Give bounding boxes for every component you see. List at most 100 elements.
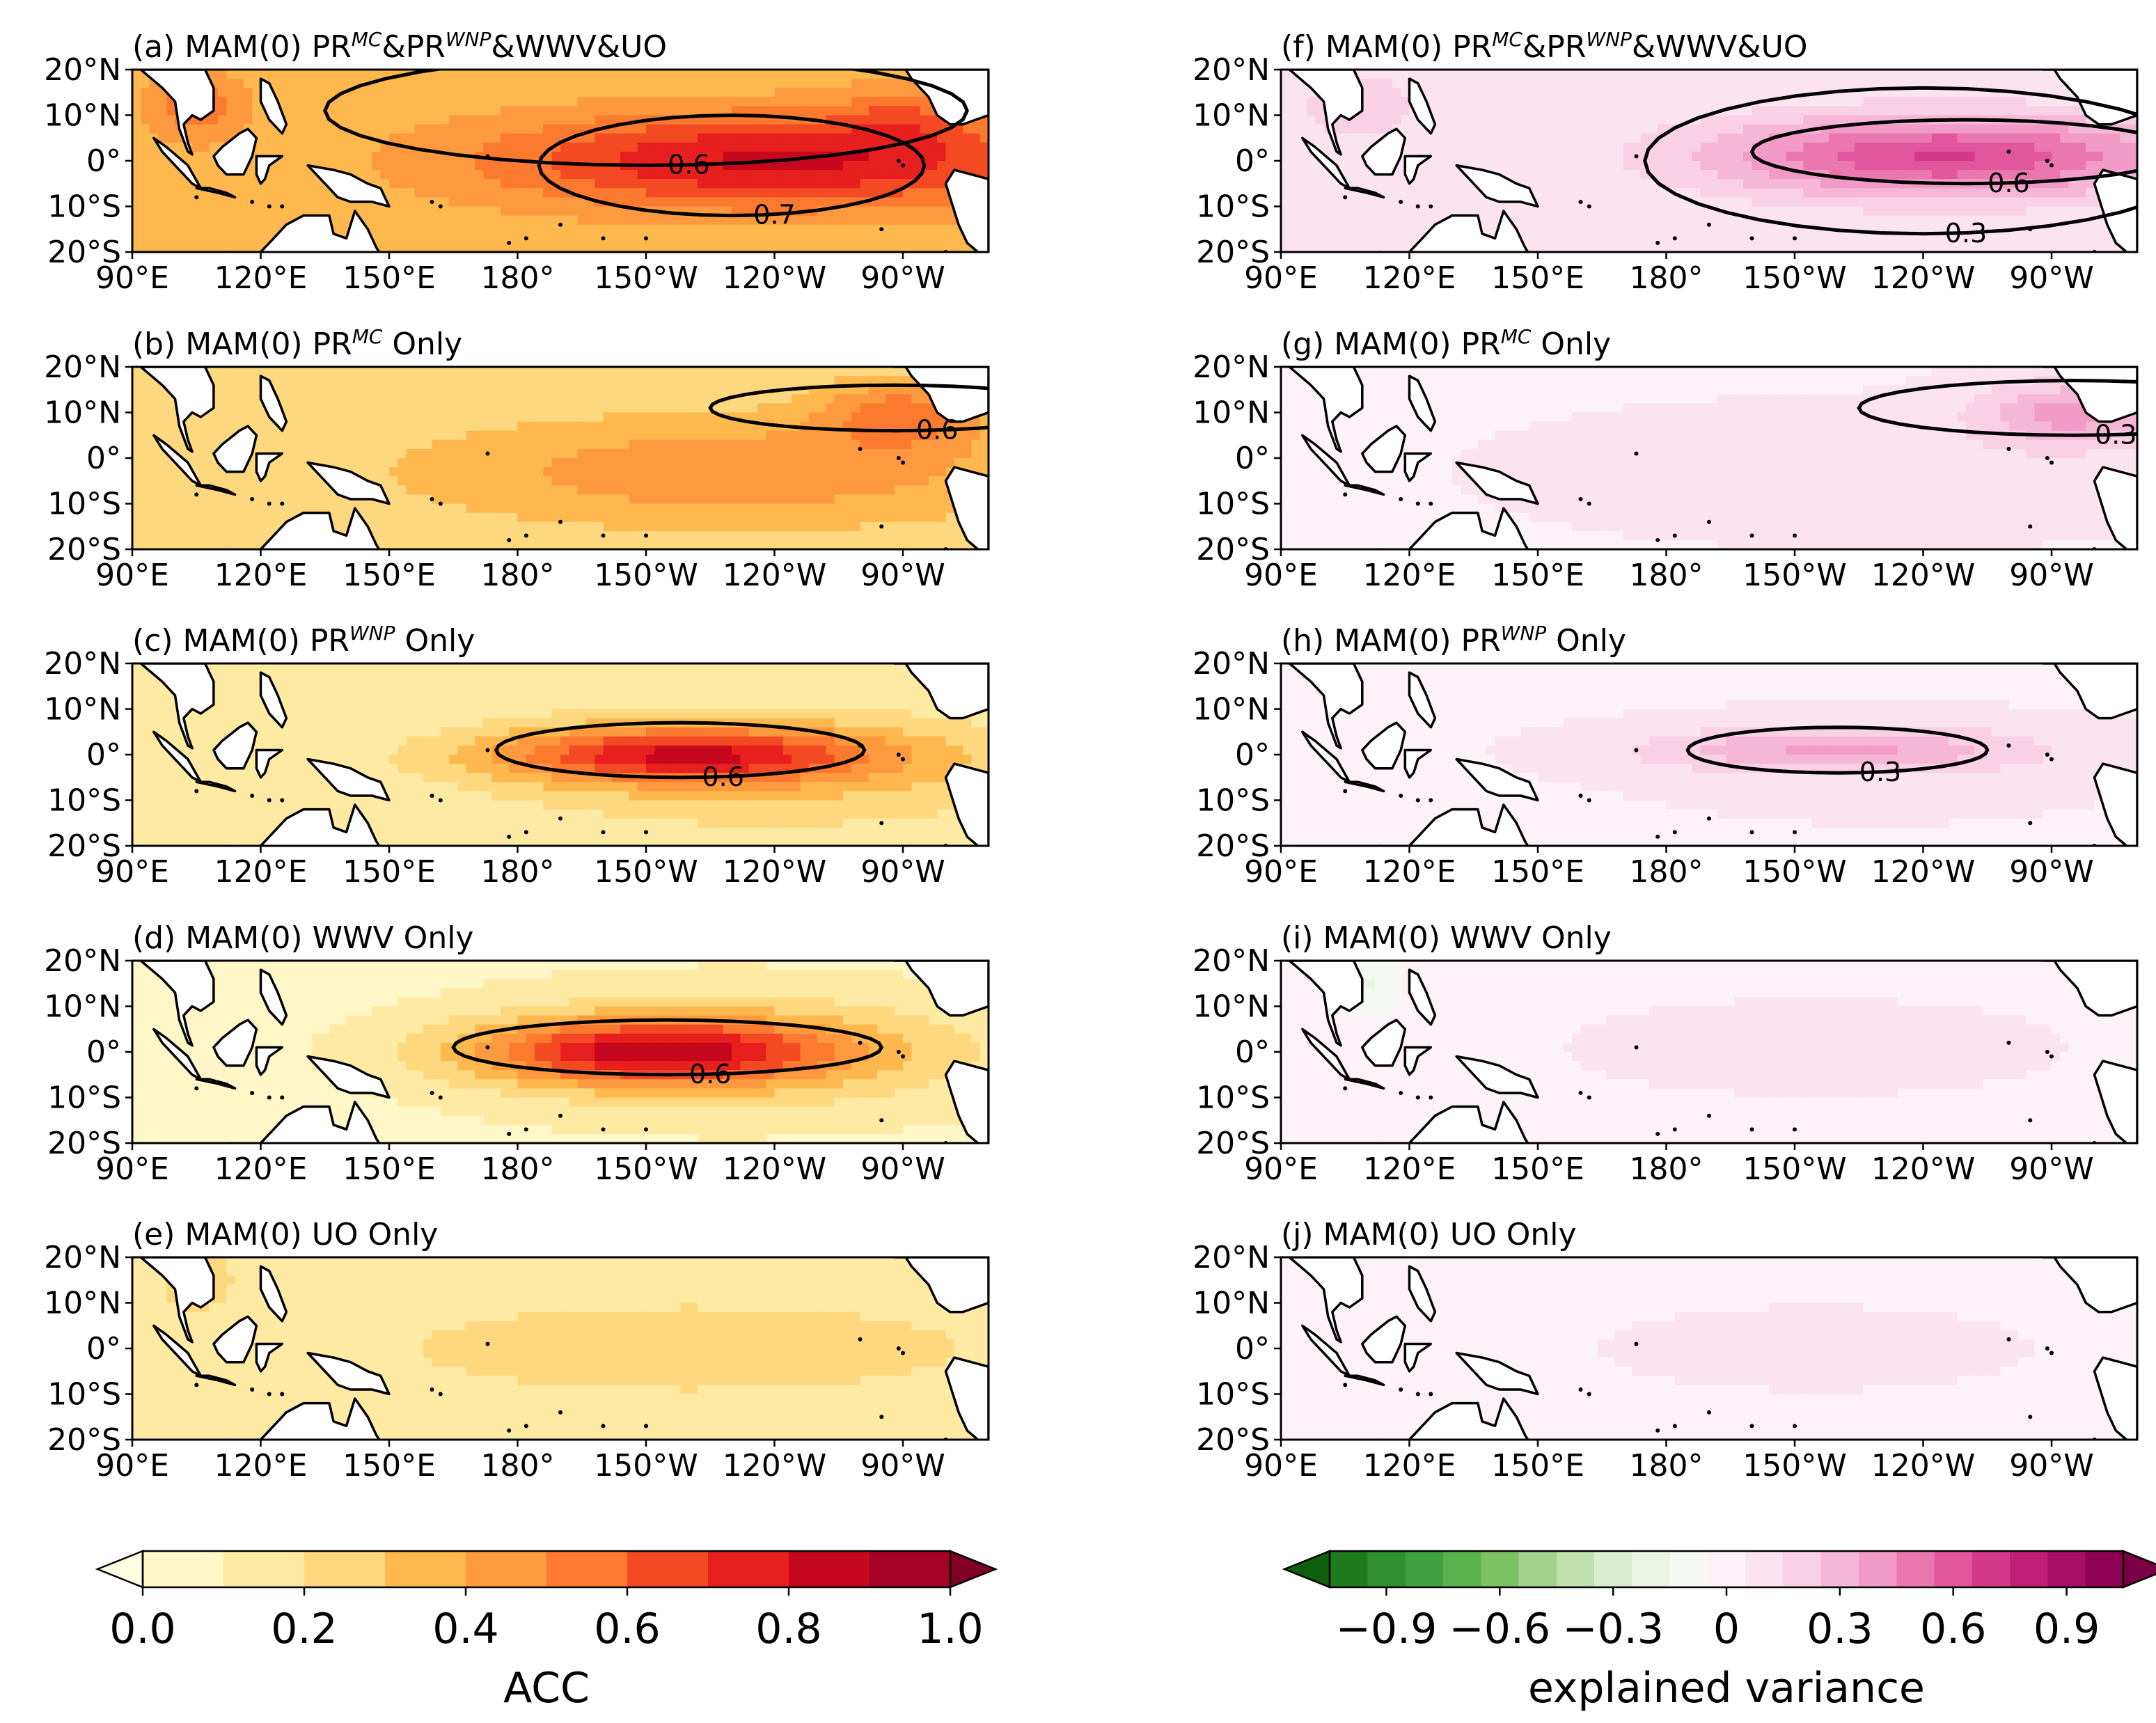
- island-dot: [1429, 1392, 1433, 1397]
- y-tick-label: 20°N: [1193, 1240, 1270, 1275]
- island-dot: [2049, 1351, 2054, 1355]
- panel-title-e: (e) MAM(0) UO Only: [132, 1217, 438, 1252]
- y-tick-label: 0°: [86, 1331, 121, 1367]
- y-tick-label: 20°N: [44, 1240, 121, 1275]
- coastline: [892, 367, 989, 423]
- coastline: [1344, 1078, 1385, 1090]
- colorbar-swatch: [2047, 1551, 2086, 1587]
- island-dot: [644, 236, 648, 241]
- field-b: 0.6: [132, 367, 989, 549]
- x-tick-label: 150°W: [1742, 854, 1847, 890]
- colorbar-swatch: [304, 1551, 386, 1587]
- y-tick-label: 0°: [1235, 737, 1270, 773]
- island-dot: [2028, 1415, 2033, 1419]
- panel-c: (c) MAM(0) PRWNP Only 0.6 90°E 120°E 150°E 18…: [44, 622, 990, 890]
- coastline: [195, 484, 237, 496]
- island-dot: [524, 1127, 528, 1132]
- y-tick-label: 10°S: [1196, 1080, 1270, 1116]
- coastline: [1408, 968, 1437, 1026]
- coastline: [892, 663, 989, 720]
- x-tick-label: 90°W: [860, 260, 945, 296]
- island-dot: [896, 1050, 901, 1054]
- contour-line: [1857, 379, 2137, 437]
- island-dot: [430, 199, 434, 204]
- x-tick-label: 180°: [481, 1151, 555, 1187]
- colorbar-swatch: [1518, 1551, 1557, 1587]
- x-tick-label: 150°E: [1491, 1151, 1584, 1187]
- island-dot: [1793, 533, 1797, 538]
- coastline: [259, 671, 288, 729]
- island-dot: [601, 1424, 606, 1429]
- x-tick-label: 150°E: [343, 1151, 436, 1187]
- coastline: [1408, 1265, 1437, 1323]
- island-dot: [2045, 1050, 2049, 1054]
- island-dot: [485, 748, 490, 753]
- island-dot: [1634, 1045, 1639, 1050]
- colorbar-tick-label: 0.0: [109, 1605, 175, 1653]
- island-dot: [1415, 204, 1420, 209]
- island-dot: [1655, 1131, 1660, 1136]
- island-dot: [524, 533, 528, 538]
- x-tick-label: 150°E: [343, 854, 436, 890]
- coastline: [1403, 452, 1433, 482]
- coastline: [1301, 1324, 1351, 1378]
- island-dot: [879, 1415, 884, 1419]
- island-dot: [1707, 519, 1711, 524]
- coastline: [1378, 803, 1529, 846]
- x-tick-label: 150°W: [1742, 1448, 1847, 1484]
- coastline: [892, 1257, 989, 1314]
- x-tick-label: 180°: [1630, 854, 1703, 890]
- island-dot: [194, 195, 199, 200]
- island-dot: [438, 1392, 443, 1397]
- island-dot: [1343, 195, 1348, 200]
- x-tick-label: 90°E: [1244, 1448, 1318, 1484]
- colorbar-label: ACC: [503, 1664, 590, 1713]
- island-dot: [558, 1410, 562, 1415]
- coastline: [139, 70, 215, 156]
- island-dot: [2049, 163, 2054, 168]
- coastline: [152, 730, 203, 784]
- contour-label: 0.6: [668, 150, 709, 180]
- coastline: [152, 136, 203, 190]
- island-dot: [879, 1118, 884, 1123]
- x-tick-label: 90°E: [1244, 558, 1318, 593]
- y-tick-label: 20°S: [1196, 532, 1270, 567]
- coastline: [1288, 1257, 1364, 1344]
- colorbar-swatch: [1405, 1551, 1444, 1587]
- colorbar-tick-label: 0.6: [1920, 1605, 1986, 1653]
- island-dot: [1343, 1086, 1348, 1091]
- x-tick-label: 120°E: [1363, 558, 1456, 593]
- island-dot: [2049, 757, 2054, 762]
- x-tick-label: 120°E: [214, 1448, 308, 1484]
- island-dot: [2028, 1118, 2033, 1123]
- colorbar-label: explained variance: [1528, 1664, 1925, 1713]
- colorbar-tick-label: 0.4: [432, 1605, 498, 1653]
- y-tick-label: 20°N: [1193, 52, 1270, 88]
- y-tick-label: 10°N: [44, 395, 121, 431]
- coastline: [195, 780, 237, 793]
- colorbar-swatch: [1330, 1551, 1368, 1587]
- coastline: [1378, 1397, 1529, 1440]
- x-tick-label: 90°E: [1244, 1151, 1318, 1187]
- y-tick-label: 10°N: [44, 98, 121, 134]
- coastline: [152, 434, 203, 487]
- island-dot: [1343, 492, 1348, 497]
- colorbar-swatch: [627, 1551, 709, 1587]
- panel-title-g: (g) MAM(0) PRMC Only: [1281, 325, 1611, 363]
- coastline: [255, 748, 284, 779]
- coastline: [1344, 484, 1385, 496]
- coastline: [2093, 762, 2137, 846]
- coastline: [152, 1028, 203, 1081]
- coastline: [1408, 671, 1437, 729]
- island-dot: [250, 496, 255, 501]
- x-tick-label: 180°: [1630, 1151, 1703, 1187]
- island-dot: [601, 236, 606, 241]
- island-dot: [2006, 149, 2011, 154]
- panel-title-c: (c) MAM(0) PRWNP Only: [132, 622, 475, 659]
- x-tick-label: 180°: [1630, 260, 1703, 296]
- island-dot: [280, 798, 285, 803]
- panel-d: (d) MAM(0) WWV Only 0.6 90°E 120°E 150°E 180°…: [44, 920, 990, 1187]
- coastline: [1288, 367, 1364, 453]
- island-dot: [1587, 1095, 1591, 1100]
- island-dot: [1343, 1383, 1348, 1387]
